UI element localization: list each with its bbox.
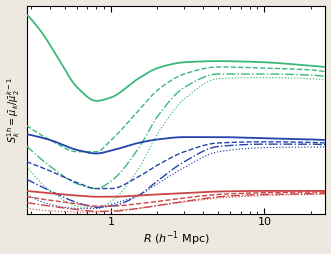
Y-axis label: $S_k^{\rm 1h} = \bar{\mu}_k/\bar{\mu}_2^{k-1}$: $S_k^{\rm 1h} = \bar{\mu}_k/\bar{\mu}_2^… — [6, 77, 23, 143]
X-axis label: $R$ ($h^{-1}$ Mpc): $R$ ($h^{-1}$ Mpc) — [143, 230, 210, 248]
